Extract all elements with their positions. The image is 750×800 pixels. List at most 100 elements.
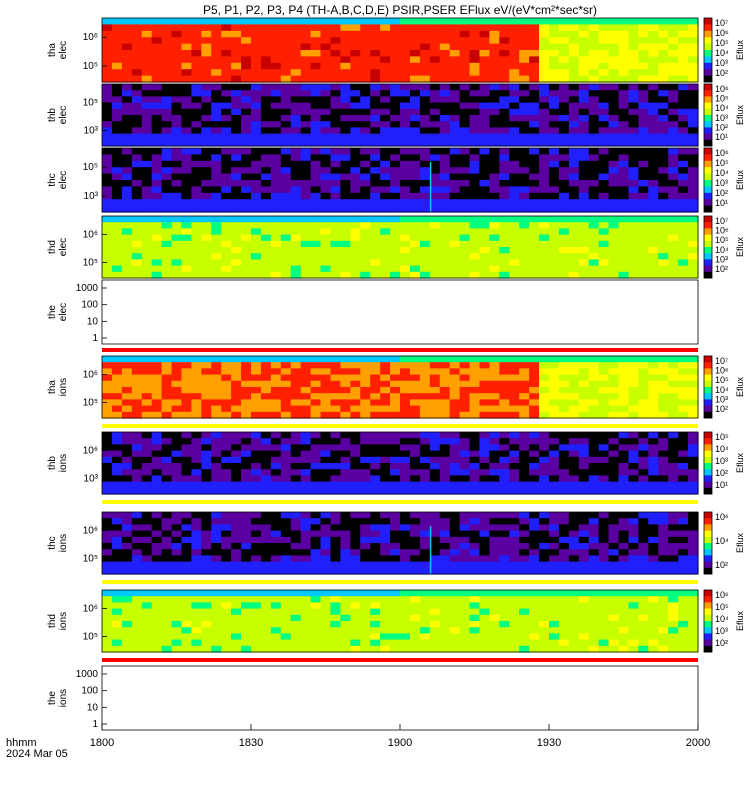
heat-cell (370, 450, 381, 458)
heat-cell (529, 543, 540, 550)
heat-cell (310, 167, 322, 175)
heat-cell (549, 192, 560, 200)
heat-cell (489, 186, 500, 194)
heat-cell (678, 356, 689, 363)
heat-cell (628, 481, 639, 489)
heat-cell (141, 645, 153, 653)
heat-cell (380, 121, 391, 128)
heat-cell (449, 380, 461, 388)
heat-cell (688, 633, 699, 641)
heat-cell (181, 549, 192, 556)
heat-cell (479, 271, 490, 279)
heat-cell (479, 37, 490, 45)
heat-cell (400, 633, 411, 641)
heat-cell (638, 639, 649, 647)
heat-cell (509, 621, 520, 628)
heat-cell (211, 469, 222, 476)
heat-cell (509, 115, 520, 122)
heat-cell (419, 608, 431, 616)
heat-cell (549, 56, 560, 64)
heat-cell (688, 271, 699, 279)
heat-cell (370, 567, 381, 575)
panel-ytick: 10⁵ (83, 258, 98, 269)
heat-cell (191, 127, 202, 135)
colorbar-tick: 10⁶ (715, 512, 729, 522)
heat-cell (539, 192, 550, 200)
heat-cell (489, 121, 500, 128)
colorbar-segment (704, 199, 712, 207)
heat-cell (380, 387, 391, 394)
heat-cell (519, 160, 530, 168)
heat-cell (310, 602, 322, 610)
heat-cell (260, 444, 272, 452)
heat-cell (360, 444, 371, 452)
heat-cell (201, 148, 212, 155)
heat-cell (489, 90, 500, 97)
heat-cell (479, 512, 490, 519)
heat-cell (280, 148, 292, 155)
colorbar-segment (704, 432, 712, 439)
heat-cell (251, 567, 262, 575)
heat-cell (280, 173, 292, 181)
heat-cell (320, 271, 332, 279)
heat-cell (141, 512, 153, 519)
heat-cell (370, 102, 381, 110)
heat-cell (479, 450, 490, 458)
heat-cell (449, 567, 461, 575)
heat-cell (628, 43, 639, 51)
heat-cell (429, 127, 441, 135)
heat-cell (529, 463, 540, 470)
heat-cell (459, 608, 471, 616)
heat-cell (310, 56, 322, 64)
heat-cell (121, 271, 133, 279)
heat-cell (300, 362, 312, 369)
heat-cell (280, 512, 292, 519)
heat-cell (141, 102, 153, 110)
heat-cell (102, 240, 113, 248)
heat-cell (638, 536, 649, 544)
heat-cell (231, 362, 242, 369)
heat-cell (260, 469, 272, 476)
heat-cell (330, 56, 341, 64)
heat-cell (280, 234, 292, 242)
heat-cell (350, 222, 361, 229)
heat-cell (549, 90, 560, 97)
heat-cell (320, 167, 332, 175)
heat-cell (151, 24, 163, 32)
heat-cell (221, 84, 232, 91)
heat-cell (340, 536, 351, 544)
heat-cell (131, 524, 143, 532)
heat-cell (558, 362, 570, 369)
heat-cell (320, 62, 332, 70)
heat-cell (419, 512, 431, 519)
heat-cell (688, 512, 699, 519)
heat-cell (628, 487, 639, 495)
heat-cell (191, 234, 202, 242)
heat-cell (489, 475, 500, 483)
heat-cell (469, 186, 481, 194)
heat-cell (449, 481, 461, 489)
heat-cell (390, 481, 401, 489)
heat-cell (201, 180, 212, 187)
heat-cell (668, 487, 679, 495)
heat-cell (241, 518, 252, 525)
heat-cell (260, 602, 272, 610)
heat-cell (529, 608, 540, 616)
heat-cell (558, 405, 570, 413)
heat-cell (280, 199, 292, 207)
heat-cell (270, 356, 282, 363)
heat-cell (330, 602, 341, 610)
heat-cell (419, 62, 431, 70)
heat-cell (340, 555, 351, 563)
heat-cell (121, 621, 133, 628)
heat-cell (171, 154, 183, 162)
heat-cell (231, 456, 242, 464)
heat-cell (171, 362, 183, 369)
heat-cell (181, 62, 192, 70)
heat-cell (350, 444, 361, 452)
heat-cell (330, 222, 341, 229)
heat-cell (588, 75, 600, 83)
colorbar-segment (704, 524, 712, 532)
heat-cell (400, 30, 411, 38)
heat-cell (648, 596, 659, 603)
